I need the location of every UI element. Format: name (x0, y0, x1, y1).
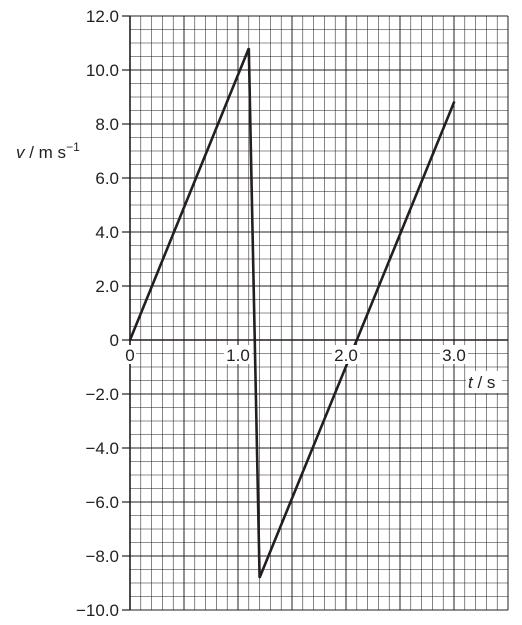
y-tick-label: 6.0 (95, 169, 119, 188)
data-point (248, 47, 250, 50)
x-tick-label: 3.0 (442, 346, 466, 365)
series (128, 47, 456, 579)
velocity-line (128, 47, 456, 579)
y-tick-label: −8.0 (85, 547, 119, 566)
x-tick-label-bg (124, 345, 136, 364)
y-axis-unit-exponent: −1 (66, 140, 80, 154)
axis-titles: v / m s−1 t / s (16, 140, 502, 393)
x-axis-title-bg (466, 371, 502, 393)
y-axis-symbol: v (16, 143, 26, 162)
y-axis-unit: m s (39, 143, 66, 162)
data-point (453, 101, 455, 104)
x-tick-label: 2.0 (334, 346, 358, 365)
y-axis-separator: / (25, 143, 39, 162)
grid (129, 15, 509, 611)
y-tick-label: −10.0 (76, 601, 119, 620)
y-tick-label: −2.0 (85, 385, 119, 404)
y-axis-title: v / m s−1 (16, 140, 80, 162)
y-tick-label: −4.0 (85, 439, 119, 458)
y-tick-label: 4.0 (95, 223, 119, 242)
tick-labels: 12.0 10.0 8.0 6.0 4.0 2.0 0 −2.0 −4.0 −6.0 −8.0 −10… (76, 7, 468, 620)
y-tick-label: 12.0 (86, 7, 119, 26)
x-axis-title: t / s (468, 373, 495, 392)
x-tick-label-bg (332, 345, 360, 364)
x-tick-label-bg (224, 345, 252, 364)
x-tick-label: 0 (125, 346, 134, 365)
data-point (258, 576, 261, 579)
x-axis-separator: / (473, 373, 487, 392)
axes (122, 15, 508, 611)
x-axis-unit: s (487, 373, 496, 392)
x-tick-label: 1.0 (226, 346, 250, 365)
y-tick-label: 10.0 (86, 61, 119, 80)
y-tick-label: 8.0 (95, 115, 119, 134)
data-point (129, 339, 131, 341)
x-tick-label-bg (440, 345, 468, 364)
y-tick-label: 0 (110, 331, 119, 350)
x-axis-symbol: t (468, 373, 474, 392)
y-tick-label: 2.0 (95, 277, 119, 296)
y-tick-label: −6.0 (85, 493, 119, 512)
